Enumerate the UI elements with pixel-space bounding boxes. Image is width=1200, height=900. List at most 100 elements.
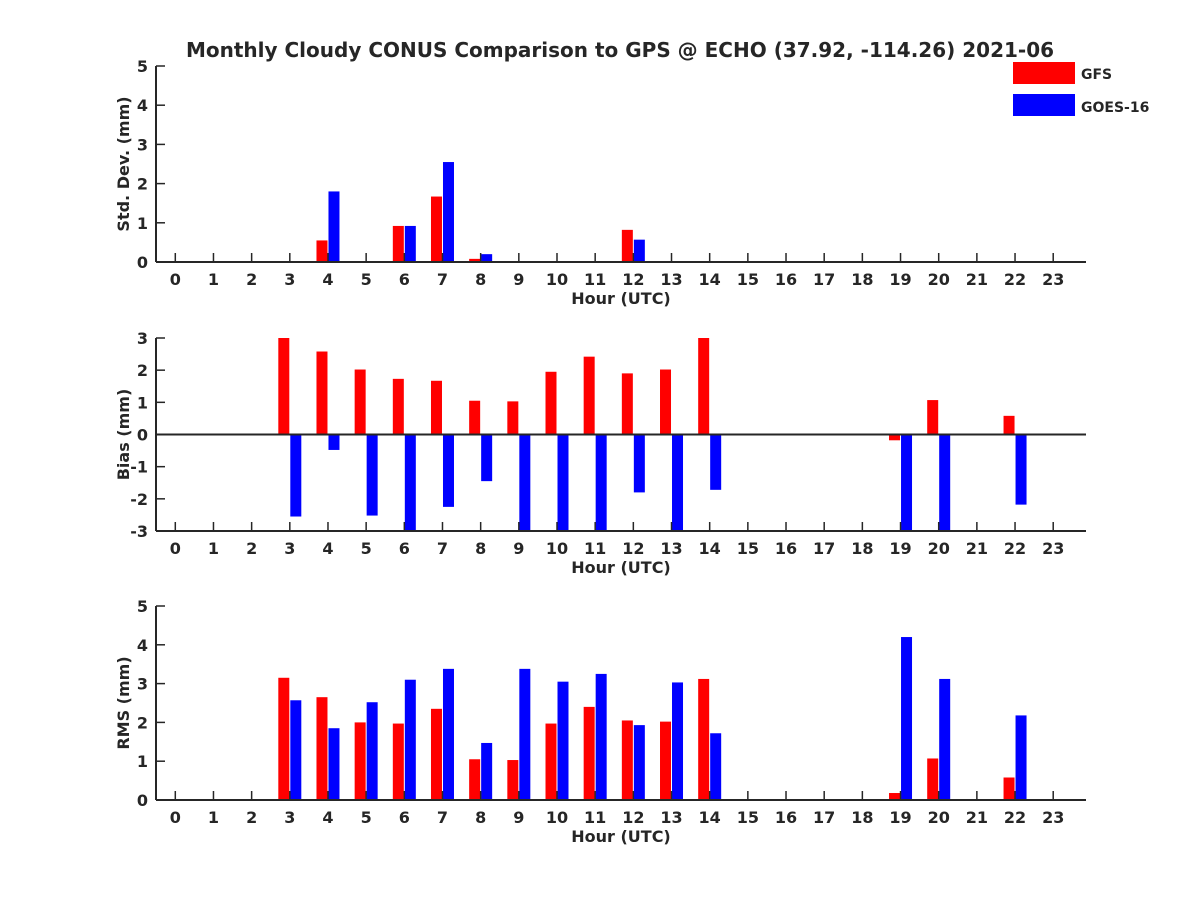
- figure-title: Monthly Cloudy CONUS Comparison to GPS @…: [186, 38, 1054, 62]
- rms-x-tick-label: 11: [584, 808, 606, 827]
- bias-x-tick-label: 11: [584, 539, 606, 558]
- rms-bar-gfs-14: [698, 678, 710, 800]
- std-dev-y-tick-label: 0: [137, 253, 148, 272]
- bias-bar-goes-16-20: [939, 434, 951, 531]
- bias-x-tick-label: 19: [889, 539, 911, 558]
- bias-x-tick-label: 22: [1004, 539, 1026, 558]
- rms-bar-goes-16-10: [557, 681, 569, 800]
- bias-y-tick-label: 1: [137, 393, 148, 412]
- rms-y-axis-label: RMS (mm): [114, 656, 133, 749]
- rms-bar-goes-16-20: [939, 678, 951, 800]
- rms-bar-gfs-11: [583, 706, 595, 800]
- std-dev-x-tick-label: 9: [513, 270, 524, 289]
- std-dev-x-tick-label: 13: [660, 270, 682, 289]
- std-dev-bar-goes-16-8: [481, 254, 493, 262]
- std-dev-x-tick-label: 5: [361, 270, 372, 289]
- rms-bar-gfs-6: [392, 723, 404, 800]
- rms-x-tick-label: 1: [208, 808, 219, 827]
- rms-x-tick-label: 19: [889, 808, 911, 827]
- std-dev-x-tick-label: 20: [928, 270, 950, 289]
- rms-x-tick-label: 15: [737, 808, 759, 827]
- rms-bar-goes-16-7: [442, 668, 454, 800]
- std-dev-x-tick-label: 16: [775, 270, 797, 289]
- std-dev-x-tick-label: 14: [699, 270, 721, 289]
- legend: GFS GOES-16: [1013, 62, 1149, 116]
- bias-x-tick-label: 12: [622, 539, 644, 558]
- rms-x-tick-label: 9: [513, 808, 524, 827]
- bias-bar-gfs-7: [430, 380, 442, 435]
- legend-swatch-goes-16: [1013, 94, 1075, 116]
- bias-x-tick-label: 15: [737, 539, 759, 558]
- bias-bar-goes-16-12: [633, 434, 645, 493]
- rms-bar-gfs-4: [316, 697, 328, 800]
- bias-bar-goes-16-9: [519, 434, 531, 531]
- rms-bar-gfs-20: [927, 758, 939, 800]
- bias-x-tick-label: 20: [928, 539, 950, 558]
- std-dev-x-tick-label: 12: [622, 270, 644, 289]
- bias-x-tick-label: 17: [813, 539, 835, 558]
- rms-x-tick-label: 10: [546, 808, 568, 827]
- bias-bar-goes-16-10: [557, 434, 569, 531]
- bias-bar-goes-16-8: [481, 434, 493, 482]
- std-dev-y-tick-label: 4: [137, 96, 148, 115]
- rms-x-tick-label: 0: [170, 808, 181, 827]
- legend-swatch-gfs: [1013, 62, 1075, 84]
- bias-bar-goes-16-14: [710, 434, 722, 490]
- bias-y-tick-label: -1: [130, 458, 148, 477]
- rms-x-tick-label: 16: [775, 808, 797, 827]
- rms-bar-goes-16-13: [672, 682, 684, 800]
- std-dev-x-tick-label: 19: [889, 270, 911, 289]
- std-dev-x-tick-label: 21: [966, 270, 988, 289]
- bias-bar-goes-16-3: [290, 434, 302, 517]
- bias-y-tick-label: 2: [137, 361, 148, 380]
- legend-label-goes-16: GOES-16: [1081, 100, 1149, 116]
- bias-y-tick-label: 0: [137, 426, 148, 445]
- rms-bar-goes-16-11: [595, 673, 607, 800]
- bias-x-tick-label: 4: [322, 539, 333, 558]
- rms-bar-goes-16-4: [328, 728, 340, 800]
- std-dev-y-axis-label: Std. Dev. (mm): [114, 96, 133, 231]
- rms-bar-gfs-10: [545, 723, 557, 800]
- bias-y-tick-label: 3: [137, 329, 148, 348]
- bias-bar-gfs-13: [660, 369, 672, 435]
- rms-bar-goes-16-12: [633, 725, 645, 800]
- rms-bar-goes-16-6: [404, 679, 416, 800]
- bias-bar-gfs-6: [392, 378, 404, 435]
- rms-bar-gfs-12: [621, 720, 633, 800]
- std-dev-y-tick-label: 2: [137, 175, 148, 194]
- bias-x-tick-label: 21: [966, 539, 988, 558]
- rms-x-tick-label: 7: [437, 808, 448, 827]
- std-dev-x-tick-label: 23: [1042, 270, 1064, 289]
- std-dev-y-tick-label: 3: [137, 135, 148, 154]
- bias-x-tick-label: 10: [546, 539, 568, 558]
- rms-bar-goes-16-19: [901, 637, 913, 800]
- std-dev-x-tick-label: 17: [813, 270, 835, 289]
- rms-bar-gfs-19: [889, 793, 901, 800]
- rms-bar-gfs-9: [507, 760, 519, 800]
- bias-x-tick-label: 18: [851, 539, 873, 558]
- rms-x-tick-label: 23: [1042, 808, 1064, 827]
- std-dev-x-tick-label: 11: [584, 270, 606, 289]
- rms-x-tick-label: 18: [851, 808, 873, 827]
- rms-x-tick-label: 17: [813, 808, 835, 827]
- bias-y-tick-label: -2: [130, 490, 148, 509]
- std-dev-x-tick-label: 7: [437, 270, 448, 289]
- rms-bar-goes-16-3: [290, 700, 302, 800]
- std-dev-bar-gfs-6: [392, 225, 404, 262]
- std-dev-bar-gfs-7: [430, 196, 442, 262]
- bias-bar-gfs-4: [316, 351, 328, 435]
- rms-bar-goes-16-14: [710, 733, 722, 800]
- std-dev-x-tick-label: 3: [284, 270, 295, 289]
- bias-x-tick-label: 3: [284, 539, 295, 558]
- rms-bar-gfs-22: [1003, 777, 1015, 800]
- bias-x-tick-label: 5: [361, 539, 372, 558]
- bias-bar-gfs-12: [621, 373, 633, 435]
- rms-y-tick-label: 5: [137, 597, 148, 616]
- std-dev-y-tick-label: 1: [137, 214, 148, 233]
- rms-y-tick-label: 0: [137, 791, 148, 810]
- rms-y-tick-label: 4: [137, 636, 148, 655]
